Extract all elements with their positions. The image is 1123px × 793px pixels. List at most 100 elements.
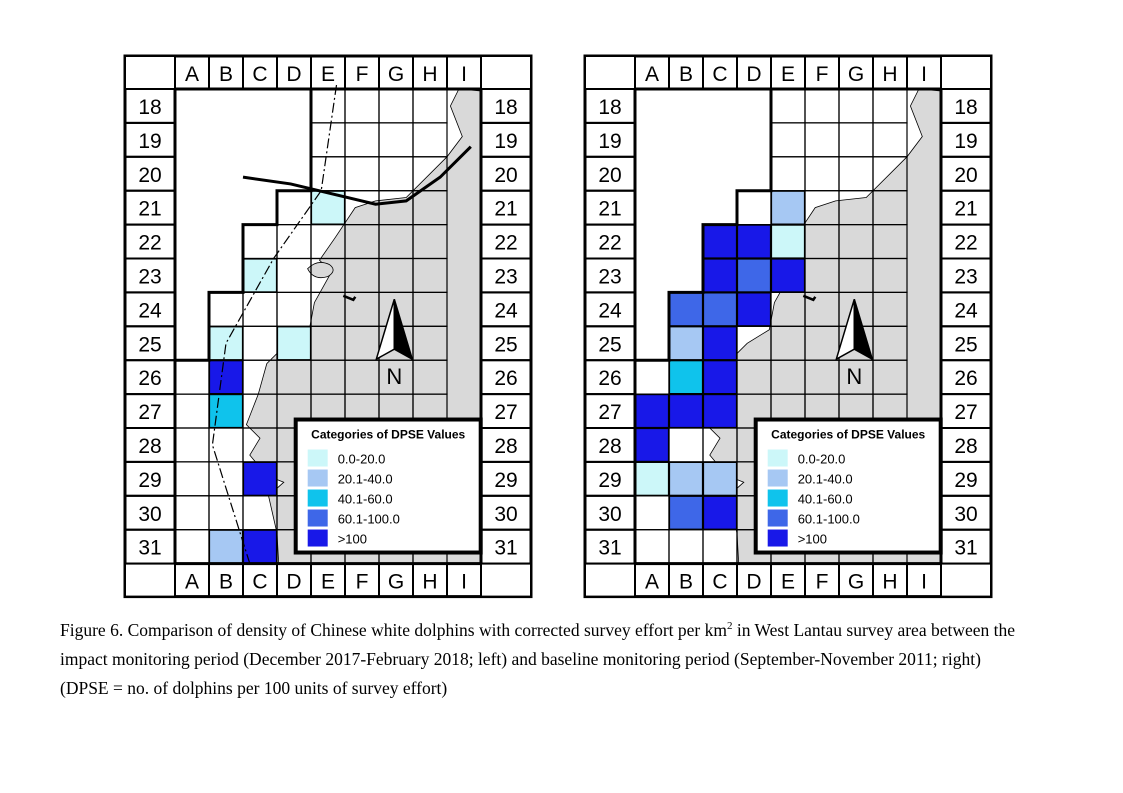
caption-line-2: impact monitoring period (December 2017-… [60,649,981,669]
corner-cell [584,562,636,598]
row-label-right: 21 [494,198,517,221]
row-label-left: 26 [138,367,161,390]
figure-caption: Figure 6. Comparison of density of Chine… [60,616,1100,703]
corner-cell [124,562,176,598]
row-label-left: 31 [598,537,621,560]
dpse-cell [737,224,771,259]
legend-swatch [307,449,328,467]
north-arrow-icon [835,298,874,361]
column-label-top: F [816,63,829,86]
dpse-cell [669,462,703,496]
dpse-cell [209,529,243,564]
legend-title: Categories of DPSE Values [311,428,465,442]
row-label-right: 24 [954,299,978,322]
boundary-line [211,84,338,564]
dpse-cell [635,394,669,428]
column-label-top: B [219,63,233,86]
row-label-left: 19 [598,130,621,153]
survey-boundary [173,89,313,564]
corner-cell [480,55,532,90]
row-label-left: 21 [598,198,621,221]
row-label-left: 20 [598,164,621,187]
north-arrow-right-half [393,298,414,361]
dpse-cell [703,292,737,327]
row-label-left: 24 [598,299,622,322]
corner-cell [480,562,532,598]
column-label-top: C [712,63,727,86]
legend-swatch [307,489,328,507]
legend-label: 40.1-60.0 [338,492,393,507]
row-label-right: 28 [954,435,977,458]
row-label-right: 25 [954,333,977,356]
dpse-cell [209,360,243,394]
row-label-right: 29 [954,469,977,492]
survey-boundary [633,89,773,564]
column-label-top: I [461,63,467,86]
column-label-top: C [252,63,267,86]
column-label-bottom: D [286,571,301,594]
row-label-left: 26 [598,367,621,390]
row-label-right: 20 [494,164,517,187]
column-label-bottom: F [356,571,369,594]
row-label-left: 31 [138,537,161,560]
legend-swatch [307,509,328,527]
dpse-cell [669,292,703,327]
legend-label: 20.1-40.0 [798,472,853,487]
row-label-right: 22 [494,232,517,255]
column-label-bottom: G [848,571,864,594]
column-label-bottom: C [712,571,727,594]
legend-title: Categories of DPSE Values [771,428,925,442]
column-label-bottom: D [746,571,761,594]
column-label-top: H [882,63,897,86]
dpse-cell [277,326,311,361]
row-label-left: 27 [138,401,161,424]
column-label-bottom: E [781,571,795,594]
row-label-right: 22 [954,232,977,255]
dpse-cell [703,495,737,530]
column-label-bottom: A [645,571,659,594]
row-label-left: 23 [138,266,161,289]
row-label-right: 29 [494,469,517,492]
column-label-top: D [746,63,761,86]
row-label-left: 20 [138,164,161,187]
row-label-left: 22 [598,232,621,255]
legend-swatch [307,529,328,547]
corner-cell [940,55,992,90]
caption-line-1: Figure 6. Comparison of density of Chine… [60,616,1100,645]
column-label-bottom: C [252,571,267,594]
column-label-top: D [286,63,301,86]
dpse-cell [771,258,805,293]
corner-cell [940,562,992,598]
legend-swatch [767,529,788,547]
column-label-bottom: E [321,571,335,594]
row-label-left: 30 [138,503,161,526]
dpse-cell [771,224,805,259]
row-label-right: 23 [954,266,977,289]
row-label-right: 28 [494,435,517,458]
row-label-left: 29 [598,469,621,492]
column-label-bottom: F [816,571,829,594]
caption-superscript: 2 [726,620,733,633]
dpse-cell [209,326,243,361]
dpse-cell [243,258,277,293]
legend-label: 0.0-20.0 [338,452,386,467]
row-label-left: 28 [598,435,621,458]
row-label-right: 26 [494,367,517,390]
column-label-bottom: I [461,571,467,594]
row-label-right: 18 [494,96,517,119]
dpse-cell [771,190,805,225]
row-label-right: 20 [954,164,977,187]
row-label-right: 31 [494,537,517,560]
row-label-left: 29 [138,469,161,492]
dpse-cell [669,360,703,394]
islet [307,262,334,279]
corner-cell [584,55,636,90]
dpse-cell [703,258,737,293]
dpse-cell [635,428,669,462]
row-label-right: 30 [494,503,517,526]
column-label-bottom: G [388,571,404,594]
legend-label: 40.1-60.0 [798,492,853,507]
dpse-cell [703,462,737,496]
legend-label: 60.1-100.0 [338,512,400,527]
